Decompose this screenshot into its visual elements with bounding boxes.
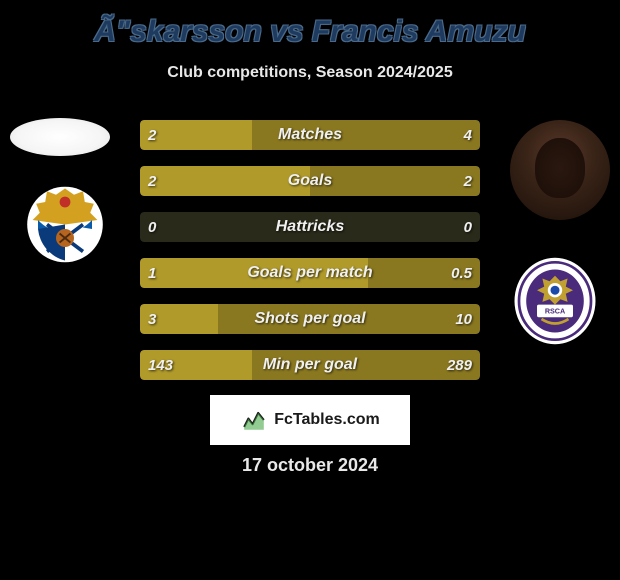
footer-date: 17 october 2024 [0,455,620,476]
player-right-avatar [510,120,610,220]
stat-label: Matches [140,120,480,150]
page-subtitle: Club competitions, Season 2024/2025 [10,64,610,82]
stats-area: 24Matches 22Goals 00Hattricks 10.5Goals per… [140,120,480,396]
stat-label: Hattricks [140,212,480,242]
infographic-container: Ã"skarsson vs Francis Amuzu Club competi… [0,0,620,580]
stat-row: 00Hattricks [140,212,480,242]
anderlecht-crest-icon: RSCA [510,256,600,346]
stat-row: 22Goals [140,166,480,196]
stat-row: 143289Min per goal [140,350,480,380]
stat-row: 10.5Goals per match [140,258,480,288]
fctables-logo-icon [240,406,268,434]
page-title: Ã"skarsson vs Francis Amuzu [10,15,610,49]
stat-label: Shots per goal [140,304,480,334]
stat-label: Goals [140,166,480,196]
svg-text:RSCA: RSCA [545,307,565,316]
stat-row: 24Matches [140,120,480,150]
stat-label: Min per goal [140,350,480,380]
real-sociedad-crest-icon [20,175,110,265]
player-left-avatar [10,118,110,156]
club-left-logo [20,175,110,265]
fctables-badge: FcTables.com [210,395,410,445]
stat-label: Goals per match [140,258,480,288]
club-right-logo: RSCA [510,256,600,346]
fctables-text: FcTables.com [274,411,380,429]
stat-row: 310Shots per goal [140,304,480,334]
